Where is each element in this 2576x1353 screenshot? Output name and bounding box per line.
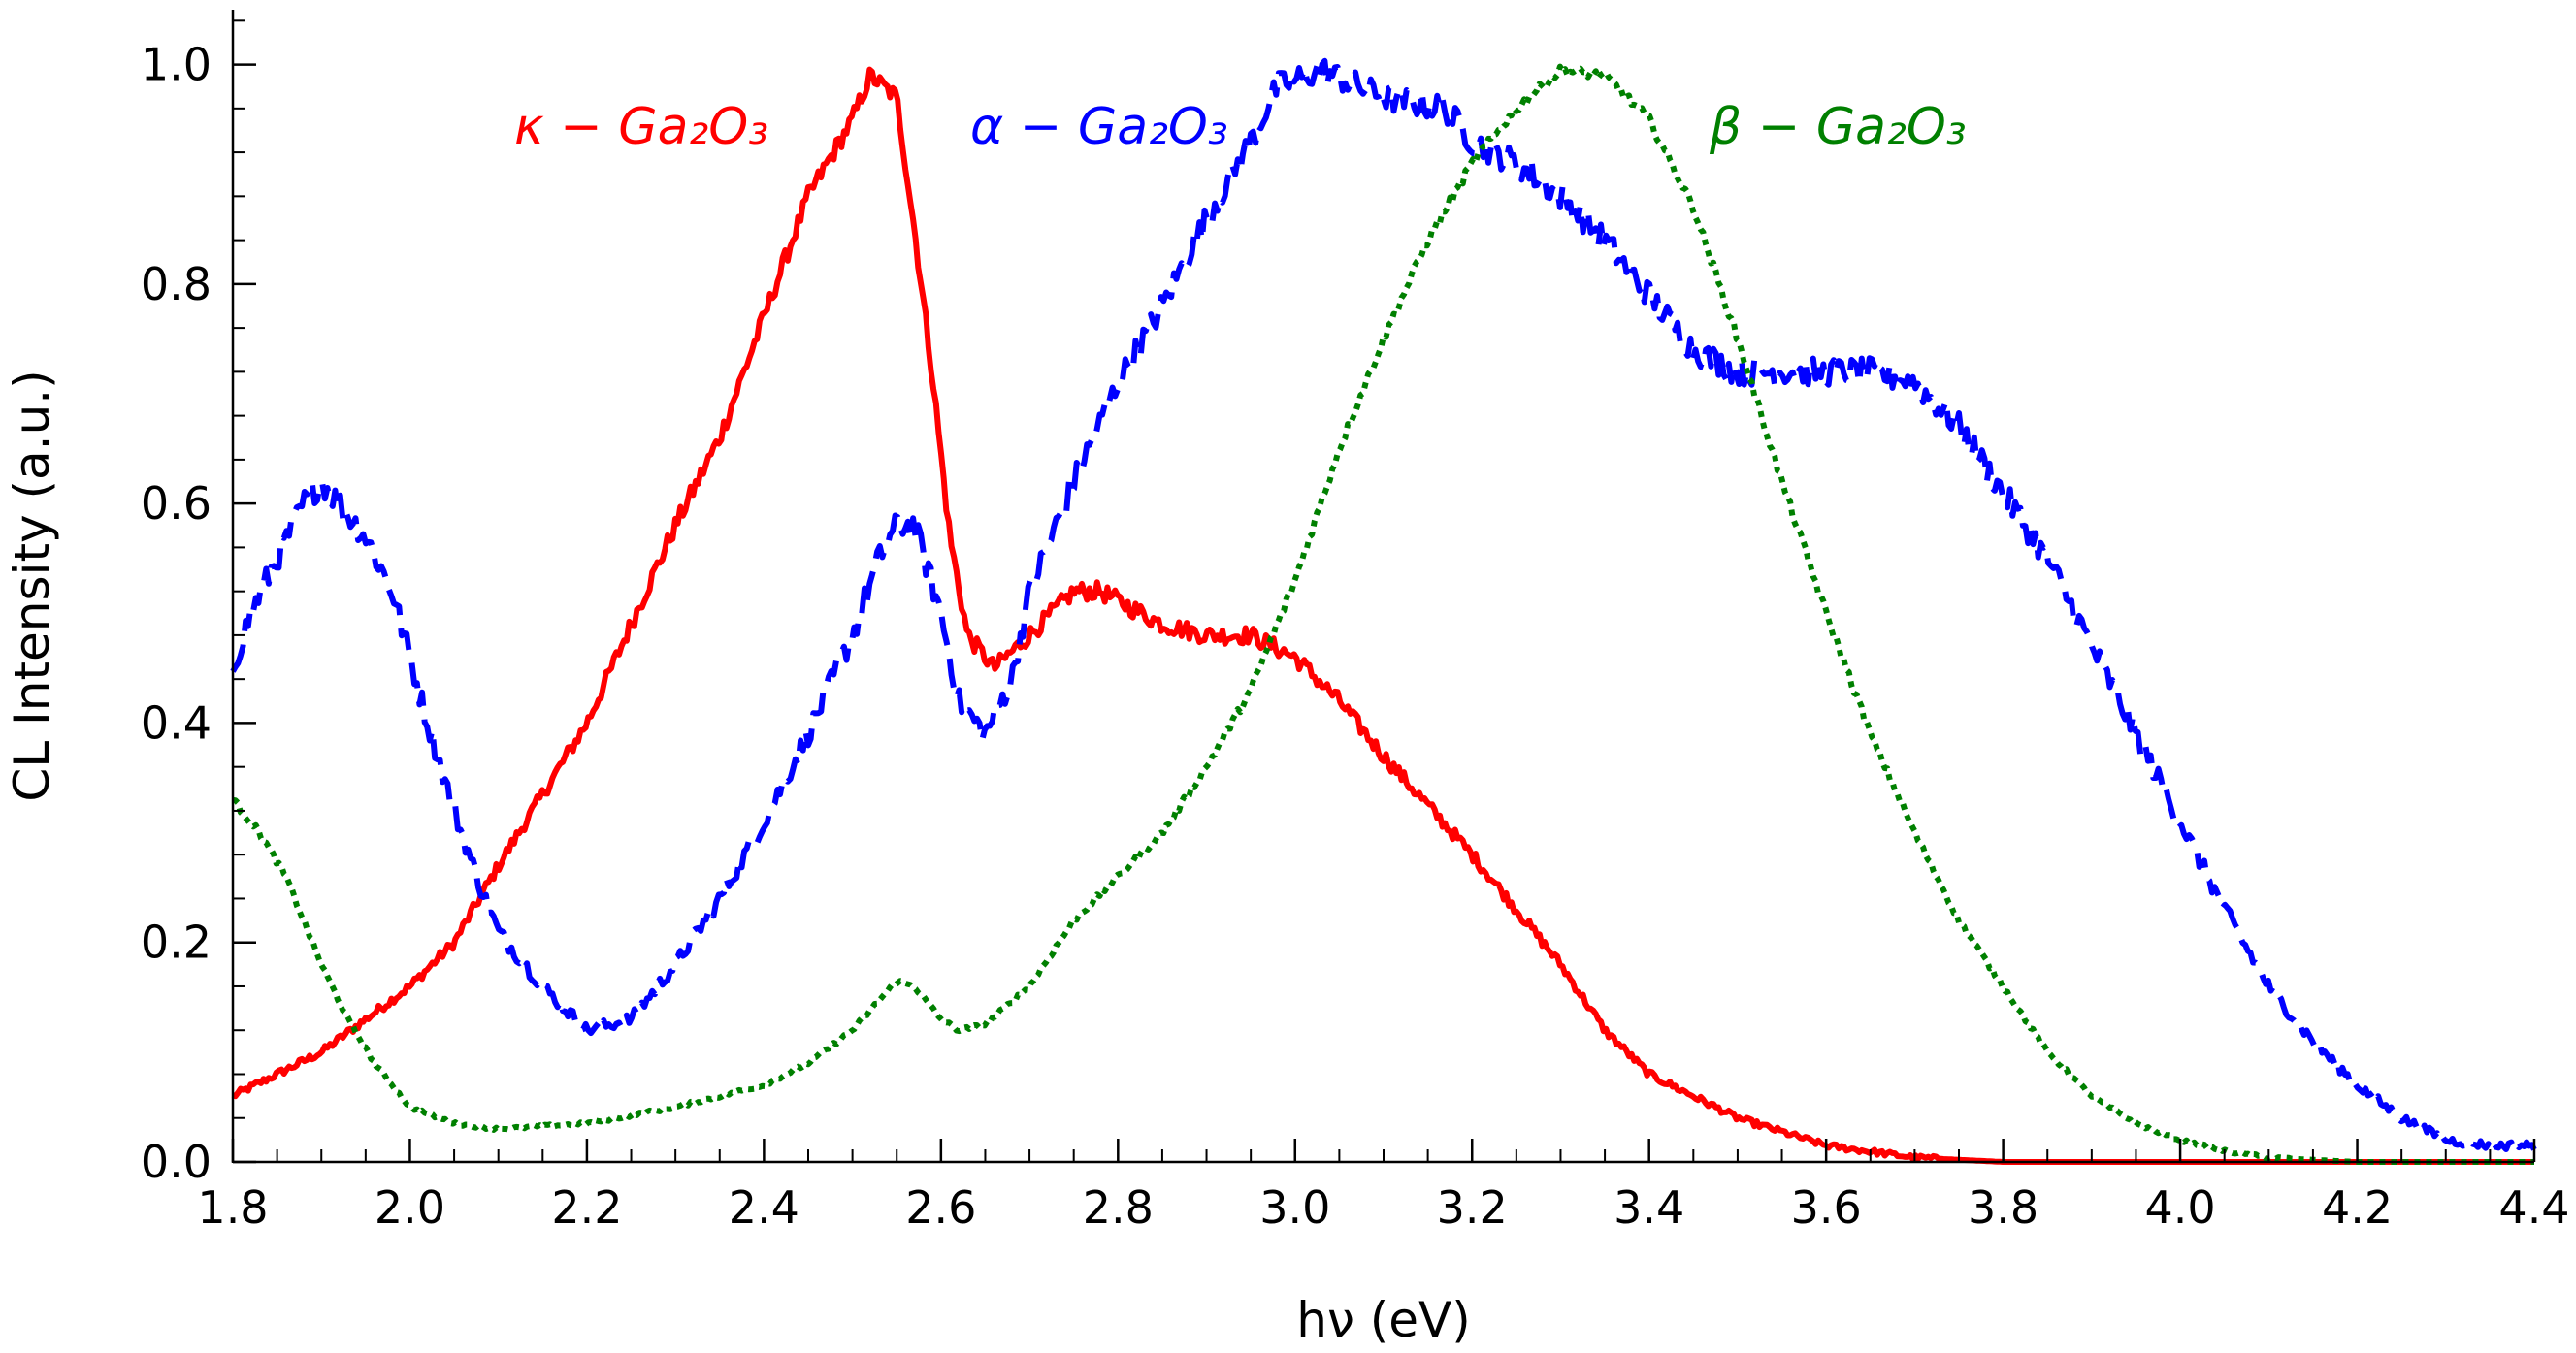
x-axis-title: hν (eV): [1296, 1292, 1471, 1348]
x-tick-label: 3.4: [1614, 1181, 1684, 1234]
y-tick-label: 0.2: [141, 917, 212, 969]
series-layer: [230, 57, 2537, 1165]
y-axis-title: CL Intensity (a.u.): [4, 370, 60, 801]
x-tick-label: 1.8: [197, 1181, 268, 1234]
x-tick-label: 4.2: [2322, 1181, 2393, 1234]
y-tick-label: 0.8: [141, 258, 212, 310]
x-tick-label: 2.8: [1083, 1181, 1154, 1234]
y-tick-label: 0.4: [141, 696, 212, 749]
y-tick-label: 0.6: [141, 477, 212, 530]
series-label-alpha: α − Ga₂O₃: [970, 98, 1228, 156]
x-tick-label: 3.2: [1437, 1181, 1508, 1234]
x-tick-label: 2.2: [551, 1181, 622, 1234]
axes-layer: 1.8 2.0 2.2 2.4 2.6 2.8 3.0 3.2 3.4 3.6 3.8 4.0 4.2 4…: [141, 10, 2570, 1234]
x-tick-label: 2.6: [905, 1181, 976, 1234]
series-line-beta: [232, 63, 2535, 1165]
x-tick-label: 2.4: [729, 1181, 799, 1234]
series-line-kappa: [231, 66, 2535, 1165]
x-tick-label: 3.6: [1791, 1181, 1862, 1234]
y-tick-label: 0.0: [141, 1136, 212, 1188]
x-tick-label: 4.0: [2144, 1181, 2215, 1234]
x-tick-label: 3.0: [1259, 1181, 1330, 1234]
series-label-kappa: κ − Ga₂O₃: [514, 98, 768, 156]
series-label-beta: β − Ga₂O₃: [1709, 98, 1967, 156]
x-tick-label: 2.0: [375, 1181, 445, 1234]
x-tick-label: 4.4: [2498, 1181, 2569, 1234]
y-tick-label: 1.0: [141, 39, 212, 91]
series-line-alpha: [230, 57, 2537, 1153]
x-tick-label: 3.8: [1968, 1181, 2038, 1234]
